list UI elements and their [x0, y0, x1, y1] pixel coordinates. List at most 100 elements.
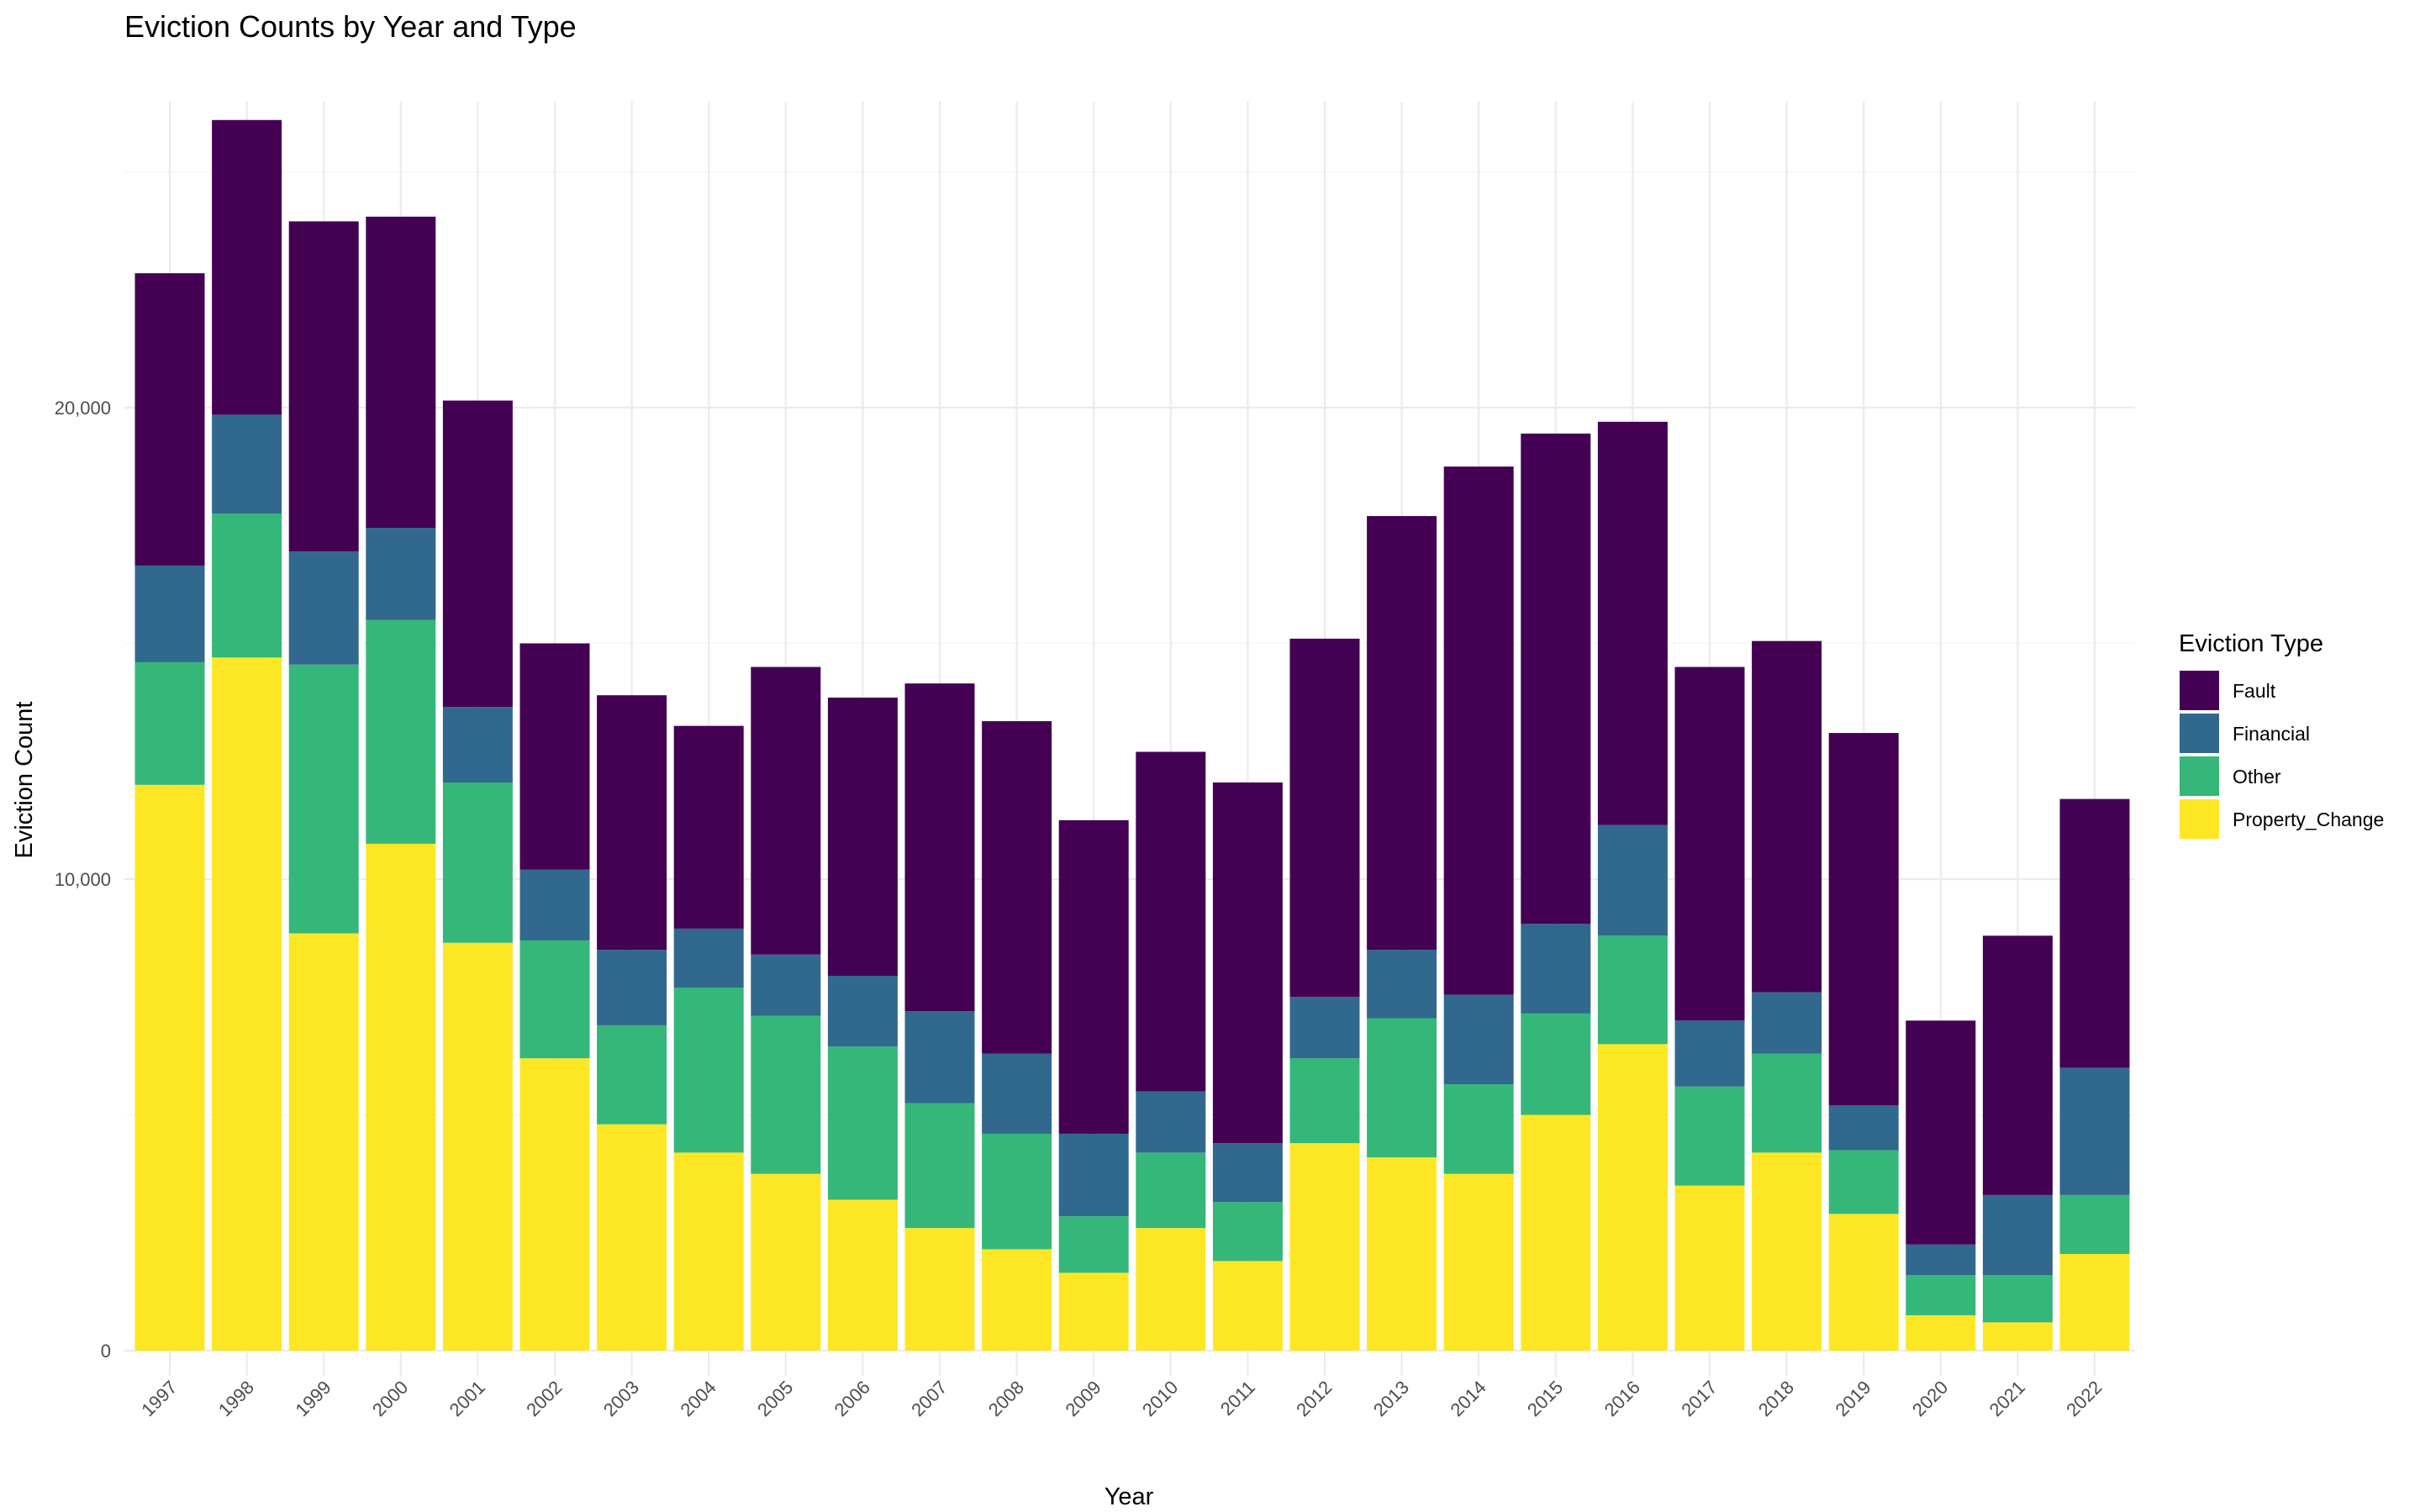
bar-segment-financial [212, 414, 282, 514]
bar-segment-fault [519, 643, 590, 870]
y-tick-label: 0 [101, 1341, 111, 1362]
bar-segment-property-change [1906, 1314, 1976, 1351]
bar-segment-property-change [1752, 1152, 1822, 1351]
x-tick-label: 2018 [1754, 1377, 1798, 1420]
x-tick-label: 1998 [214, 1377, 258, 1420]
x-tick-label: 2000 [368, 1377, 412, 1420]
bar-segment-other [1674, 1086, 1745, 1186]
bar-segment-financial [519, 869, 590, 940]
bar-segment-property-change [827, 1199, 898, 1351]
bar-segment-fault [597, 695, 667, 951]
bar-segment-other [1289, 1058, 1360, 1144]
bar-segment-other [1058, 1216, 1129, 1273]
x-tick-label: 1997 [137, 1377, 181, 1420]
bar-segment-financial [1752, 992, 1822, 1054]
bar-segment-fault [1367, 516, 1437, 951]
bar-segment-financial [1521, 924, 1591, 1014]
bar-segment-property-change [1597, 1044, 1668, 1351]
bar-segment-fault [1597, 421, 1668, 825]
bar-segment-property-change [751, 1173, 821, 1351]
bar-segment-fault [1289, 638, 1360, 998]
bar-segment-property-change [366, 843, 436, 1351]
x-tick-label: 2002 [522, 1377, 566, 1420]
bar-segment-financial [1289, 997, 1360, 1059]
bar-segment-property-change [982, 1249, 1052, 1351]
bar-segment-fault [1443, 466, 1514, 995]
bar-segment-fault [751, 666, 821, 955]
x-tick-label: 2021 [1985, 1377, 2029, 1420]
bar-segment-other [1521, 1013, 1591, 1115]
bar-segment-financial [1906, 1244, 1976, 1276]
bar-segment-fault [1521, 433, 1591, 925]
bar-segment-financial [1058, 1133, 1129, 1217]
x-tick-label: 2020 [1908, 1377, 1952, 1420]
x-tick-label: 2003 [599, 1377, 643, 1420]
bar-segment-financial [982, 1053, 1052, 1134]
bar-segment-fault [442, 400, 513, 708]
bar-segment-other [519, 940, 590, 1059]
bar-segment-fault [1674, 666, 1745, 1021]
bar-segment-fault [1752, 640, 1822, 993]
legend-label: Other [2233, 766, 2281, 788]
x-tick-label: 2019 [1831, 1377, 1874, 1420]
legend-label: Property_Change [2233, 809, 2384, 830]
bar-segment-other [673, 988, 744, 1153]
bar-segment-fault [288, 221, 359, 552]
bar-segment-other [212, 514, 282, 658]
y-axis-ticks: 0 10,000 20,000 [55, 398, 111, 1362]
bar-segment-fault [1982, 935, 2053, 1195]
bar-segment-other [1752, 1053, 1822, 1153]
bar-segment-financial [288, 551, 359, 665]
bar-segment-financial [1828, 1105, 1899, 1151]
bar-segment-property-change [442, 942, 513, 1351]
bar-segment-fault [2059, 798, 2130, 1068]
chart-title: Eviction Counts by Year and Type [124, 9, 577, 44]
legend-key [2180, 756, 2219, 796]
bar-segment-property-change [1521, 1114, 1591, 1351]
bar-segment-property-change [1136, 1228, 1206, 1351]
x-tick-label: 2016 [1600, 1377, 1644, 1420]
x-tick-label: 2009 [1061, 1377, 1105, 1420]
x-tick-label: 2017 [1677, 1377, 1721, 1420]
bar-segment-financial [442, 707, 513, 782]
bar-segment-fault [212, 119, 282, 415]
bar-segment-property-change [212, 657, 282, 1351]
bar-segment-financial [1982, 1194, 2053, 1276]
bar-segment-property-change [597, 1124, 667, 1351]
legend-label: Fault [2233, 680, 2276, 702]
legend-key [2180, 714, 2219, 753]
y-axis-title: Eviction Count [11, 702, 38, 859]
bar-segment-financial [1674, 1020, 1745, 1087]
legend-key [2180, 671, 2219, 710]
bar-segment-other [904, 1103, 975, 1229]
bar-segment-fault [904, 683, 975, 1012]
y-tick-label: 10,000 [55, 869, 111, 890]
legend: Eviction Type Fault Financial Other Propert… [2179, 630, 2384, 839]
bar-segment-property-change [673, 1152, 744, 1351]
x-tick-label: 2001 [446, 1377, 489, 1420]
x-tick-label: 2007 [907, 1377, 951, 1420]
bar-segment-fault [134, 273, 205, 566]
bar-segment-fault [1906, 1020, 1976, 1245]
bar-segment-other [2059, 1194, 2130, 1254]
bar-segment-other [597, 1025, 667, 1125]
bar-segment-other [1136, 1152, 1206, 1229]
bar-segment-property-change [1982, 1322, 2053, 1351]
bar-segment-financial [1136, 1091, 1206, 1153]
x-tick-label: 2006 [830, 1377, 874, 1420]
x-tick-label: 2010 [1138, 1377, 1182, 1420]
bar-segment-property-change [1058, 1272, 1129, 1351]
bar-segment-financial [1367, 950, 1437, 1019]
bar-segment-financial [673, 928, 744, 988]
bar-segment-financial [597, 950, 667, 1025]
bars [134, 119, 2130, 1351]
bar-segment-property-change [134, 784, 205, 1351]
bar-segment-fault [1828, 733, 1899, 1106]
bar-segment-fault [982, 721, 1052, 1054]
bar-segment-fault [673, 725, 744, 929]
x-tick-label: 2013 [1369, 1377, 1413, 1420]
bar-segment-property-change [904, 1228, 975, 1351]
legend-key [2180, 799, 2219, 839]
x-tick-label: 1999 [291, 1377, 335, 1420]
